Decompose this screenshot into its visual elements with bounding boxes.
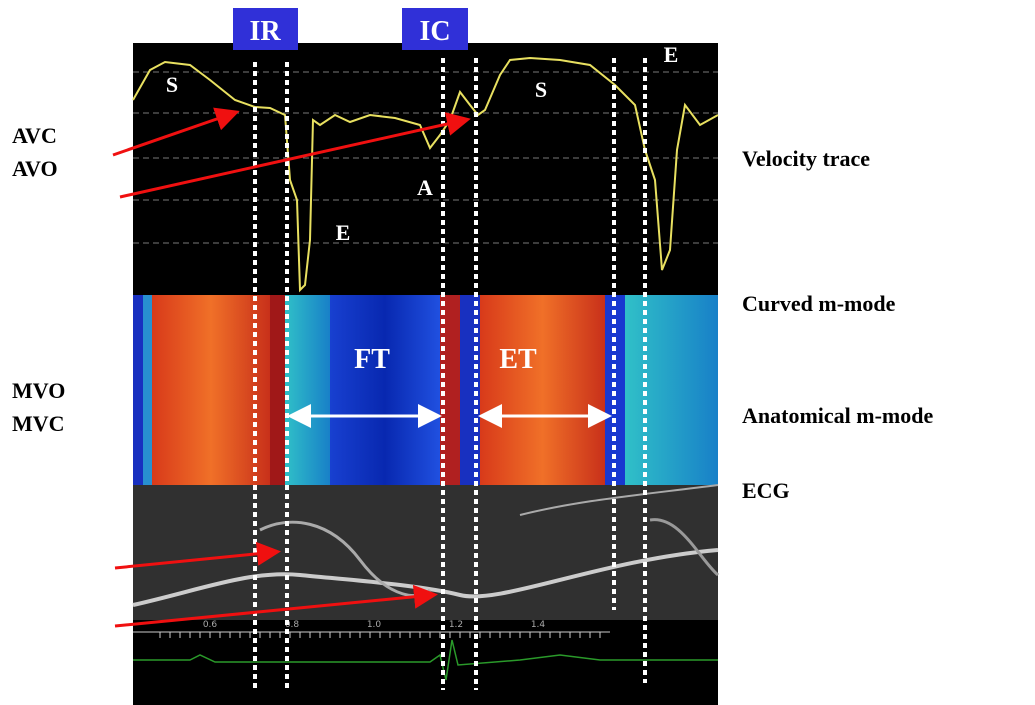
right-label: Anatomical m-mode — [742, 403, 933, 428]
time-tick-label: 0.6 — [203, 620, 218, 630]
time-tick-label: 1.2 — [449, 620, 463, 630]
left-label: AVC — [12, 123, 57, 148]
left-label: AVO — [12, 156, 58, 181]
wave-label: S — [166, 72, 178, 97]
velocity-panel — [133, 43, 718, 295]
time-tick-label: 1.4 — [531, 620, 546, 630]
marker-label: IR — [249, 16, 281, 47]
left-label: MVO — [12, 378, 65, 403]
right-label: Velocity trace — [742, 146, 870, 171]
color-m-mode — [133, 295, 718, 485]
time-tick-label: 1.0 — [367, 620, 382, 630]
wave-label: E — [336, 220, 351, 245]
figure: 0.6 0.8 1.0 1.2 1.4 IR IC S E A S E FT E… — [0, 0, 1035, 705]
wave-label: S — [535, 77, 547, 102]
wave-label: A — [417, 175, 433, 200]
interval-label: ET — [499, 344, 537, 375]
marker-label: IC — [419, 16, 450, 47]
left-label: MVC — [12, 411, 65, 436]
right-label: Curved m-mode — [742, 291, 896, 316]
wave-label: E — [664, 42, 679, 67]
anatomical-m-mode — [133, 485, 718, 620]
right-label: ECG — [742, 478, 790, 503]
interval-label: FT — [354, 344, 390, 375]
